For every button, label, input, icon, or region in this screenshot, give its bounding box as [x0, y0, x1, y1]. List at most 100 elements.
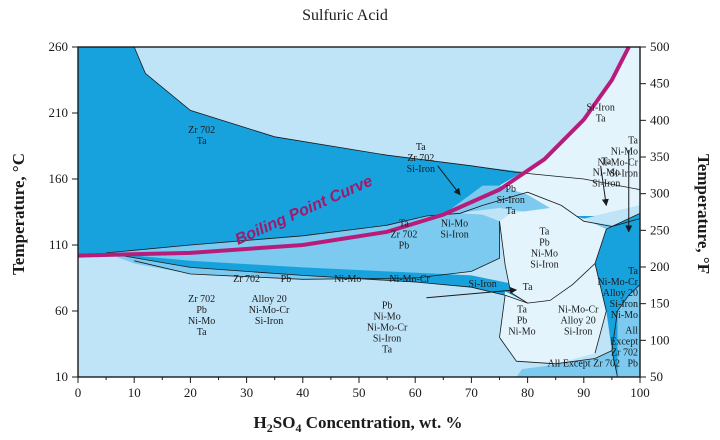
- x-axis: 0 10 20 30 40 50 60 70 80 90 100: [75, 377, 650, 400]
- region-label-line: Ni-Mo-Cr: [597, 157, 638, 168]
- x-tick-label: 90: [577, 385, 590, 400]
- x-tick-label: 20: [184, 385, 197, 400]
- region-label-line: Except: [610, 336, 638, 347]
- region-label-line: Ta: [628, 135, 638, 146]
- region-label-line: Ta: [382, 344, 392, 355]
- region-label-line: Pb: [382, 300, 393, 311]
- yf-tick-label: 50: [650, 369, 663, 384]
- yf-tick-label: 350: [650, 149, 670, 164]
- boiling-point-curve: [77, 46, 631, 258]
- region-label-line: Ni-Mo: [334, 274, 361, 285]
- region-all-except: [617, 284, 640, 377]
- region-label-line: Pb: [517, 315, 528, 326]
- pointer-arrows: [426, 149, 633, 299]
- region-label-line: Ta: [506, 206, 516, 217]
- region-label-line: Pb: [281, 274, 292, 285]
- region-label-line: Ni-Mo-Cr: [558, 304, 599, 315]
- yc-tick-label: 160: [49, 171, 69, 186]
- region-label-line: Ni-Mo: [188, 316, 215, 327]
- region-label-line: Ni-Mo-Cr: [597, 277, 638, 288]
- region-ta-pb-nimo: [499, 208, 607, 304]
- boundary-line: [499, 284, 641, 365]
- region-label-line: Zr 702: [188, 294, 215, 305]
- region-label: Zr 702 Pb Ni-Mo Ta: [188, 294, 215, 338]
- boundary-line: [133, 46, 641, 190]
- x-axis-label: H2SO4 Concentration, wt. %: [254, 413, 463, 435]
- region-label: Ta Ni-Mo Ni-Mo-Cr Si-Iron: [597, 135, 638, 179]
- region-label: Pb Si-Iron Ta: [497, 184, 525, 217]
- x-tick-label: 30: [240, 385, 253, 400]
- region-label-line: Zr 702: [390, 230, 417, 241]
- region-label-line: Ta: [197, 136, 207, 147]
- pointer-arrow: [437, 165, 461, 196]
- y-axis-right: 50 100 150 200 250 300 350 400 450 500: [640, 39, 670, 384]
- region-label-line: Si-Iron: [407, 164, 435, 175]
- region-boundaries: [106, 46, 641, 378]
- region-label-line: Si-Iron: [255, 316, 283, 327]
- x-tick-label: 80: [521, 385, 534, 400]
- region-label: Pb Ni-Mo Ni-Mo-Cr Si-Iron Ta: [367, 300, 408, 355]
- region-label: Ta Ni-Mo-Cr Alloy 20 Si-Iron Ni-Mo: [597, 266, 638, 321]
- region-label-line: Ni-Mo: [611, 310, 638, 321]
- region-label-line: Ni-Mo: [373, 311, 400, 322]
- region-label-line: Pb: [399, 241, 410, 252]
- region-label: Ta Pb Ni-Mo Si-Iron: [530, 226, 558, 270]
- region-label-line: Ni-Mo: [508, 326, 535, 337]
- boundary-line: [611, 350, 618, 378]
- yf-tick-label: 400: [650, 112, 670, 127]
- region-label: Ta Pb Ni-Mo: [508, 304, 535, 337]
- region-label-line: Alloy 20: [603, 288, 638, 299]
- region-label: Ta Ni-Mo Si-Iron: [592, 156, 620, 189]
- region-label-line: Zr 702: [233, 274, 260, 285]
- region-label-line: Ni-Mo: [441, 219, 468, 230]
- region-label-line: Ni-Mo: [611, 146, 638, 157]
- yf-tick-label: 450: [650, 76, 670, 91]
- x-tick-label: 70: [465, 385, 478, 400]
- region-label-line: Pb: [505, 184, 516, 195]
- yc-tick-label: 110: [49, 237, 68, 252]
- region-label-line: Ta: [416, 142, 426, 153]
- region-label: Ni-Mo Si-Iron: [440, 219, 468, 241]
- region-label-line: Alloy 20: [561, 315, 596, 326]
- region-label-line: Si-Iron: [373, 333, 401, 344]
- yc-tick-label: 260: [49, 39, 69, 54]
- region-label-line: Ni-Mo-Cr: [249, 305, 290, 316]
- region-label-line: Ta: [197, 327, 207, 338]
- yf-tick-label: 200: [650, 259, 670, 274]
- chart-title: Sulfuric Acid: [302, 7, 388, 24]
- boundary-line: [106, 212, 641, 304]
- region-label-line: Ni-Mo: [593, 167, 620, 178]
- region-label-line: Alloy 20: [251, 294, 286, 305]
- region-above-boiling: [499, 47, 640, 216]
- region-label: Pb: [281, 274, 292, 285]
- region-label-line: Si-Iron: [564, 326, 592, 337]
- region-label: Ta: [523, 282, 533, 293]
- region-label-line: Si-Iron: [610, 299, 638, 310]
- region-label-line: Pb: [627, 358, 638, 369]
- region-label: Ni-Mo: [334, 274, 361, 285]
- region-label-line: Ta: [523, 282, 533, 293]
- x-tick-label: 60: [409, 385, 422, 400]
- boundary-line: [134, 221, 500, 280]
- region-label-line: Pb: [196, 305, 207, 316]
- region-label-line: Ni-Mo-Cr: [389, 274, 430, 285]
- yf-tick-label: 100: [650, 332, 670, 347]
- region-label-line: Pb: [539, 237, 550, 248]
- region-nimocr-alloy20: [499, 263, 607, 364]
- region-label-line: Si-Iron: [586, 102, 614, 113]
- region-label: Zr 702: [233, 274, 260, 285]
- region-label: Ni-Mo-Cr: [389, 274, 430, 285]
- y-axis-right-label: Temperature, °F: [694, 154, 713, 274]
- x-tick-label: 40: [296, 385, 309, 400]
- region-label-line: Ni-Mo-Cr: [367, 322, 408, 333]
- region-label-line: Ta: [399, 219, 409, 230]
- region-alloy-band: [106, 252, 539, 304]
- region-label-line: All: [625, 325, 638, 336]
- region-label: Si-Iron Ta: [586, 102, 614, 124]
- region-label-line: Zr 702: [407, 153, 434, 164]
- region-label-line: Ta: [628, 266, 638, 277]
- yf-tick-label: 300: [650, 186, 670, 201]
